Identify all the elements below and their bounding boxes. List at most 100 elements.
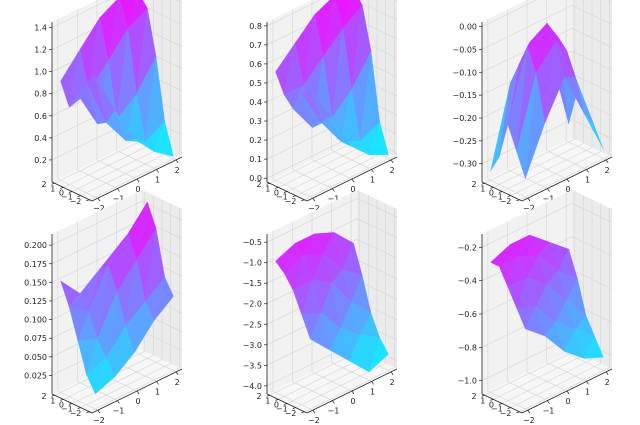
grid-line <box>501 147 593 192</box>
y-tick-label: 1 <box>265 396 270 405</box>
grid-line <box>269 138 360 184</box>
x-tick <box>136 390 140 395</box>
y-tick <box>68 403 73 405</box>
surface-facet <box>153 277 174 321</box>
grid-line <box>481 119 613 164</box>
x-tick <box>586 381 589 385</box>
surface-facet <box>583 336 604 359</box>
x-tick <box>156 381 159 385</box>
y-tick <box>490 187 494 189</box>
z-tick-label: −0.25 <box>452 137 477 146</box>
z-tick-label: 0.00 <box>459 23 477 32</box>
z-tick-label: 0.0 <box>249 174 262 183</box>
grid-line <box>266 0 398 27</box>
y-tick-label: 0 <box>489 189 494 198</box>
grid-line <box>510 363 601 408</box>
grid-line <box>481 27 613 73</box>
z-tick-label: −0.5 <box>243 238 262 247</box>
y-tick-label: −2 <box>70 197 82 206</box>
surface-facet <box>114 325 135 378</box>
surface <box>60 0 174 157</box>
surface-facet <box>329 116 350 146</box>
y-tick-label: 0 <box>59 189 64 198</box>
x-tick <box>175 371 179 376</box>
y-tick <box>292 195 296 197</box>
x-tick <box>390 159 394 164</box>
x-tick <box>351 178 355 183</box>
z-tick-label: −0.20 <box>452 114 477 123</box>
x-tick <box>390 371 394 376</box>
grid-line <box>484 350 575 396</box>
y-tick <box>507 195 511 197</box>
x-tick <box>175 159 179 164</box>
y-tick <box>77 195 81 197</box>
y-tick <box>266 394 270 397</box>
x-tick-label: −2 <box>523 416 535 425</box>
x-tick <box>605 159 609 164</box>
x-tick-label: 1 <box>155 175 160 184</box>
y-tick-label: 1 <box>480 184 485 193</box>
z-tick-label: 0.025 <box>24 371 47 380</box>
grid-line <box>481 5 613 50</box>
y-tick <box>516 411 520 414</box>
z-tick-label: −4.0 <box>243 382 262 391</box>
x-tick-label: 0 <box>135 397 140 406</box>
z-tick-label: 0.150 <box>24 278 47 287</box>
x-tick-label: −1 <box>113 195 125 204</box>
x-tick-label: 1 <box>585 387 590 396</box>
z-tick-label: 0.3 <box>249 117 262 126</box>
y-tick <box>283 191 288 193</box>
grid-line <box>304 155 395 201</box>
y-tick <box>481 182 485 185</box>
x-tick-label: 0 <box>350 397 355 406</box>
x-tick-label: 2 <box>605 166 610 175</box>
x-tick-label: −2 <box>93 204 105 213</box>
grid-line <box>295 363 386 408</box>
x-tick <box>97 409 101 414</box>
z-tick-label: 0.075 <box>24 334 47 343</box>
x-tick-label: −1 <box>328 407 340 416</box>
y-tick-label: 2 <box>257 392 262 401</box>
y-tick <box>301 411 305 414</box>
z-tick-label: 0.5 <box>249 79 262 88</box>
grid-line <box>295 151 386 196</box>
surface-facet <box>583 113 604 150</box>
z-tick-label: 0.7 <box>249 41 262 50</box>
y-tick-label: 2 <box>472 392 477 401</box>
z-tick-label: 0.8 <box>249 22 262 31</box>
z-tick-label: 1.0 <box>34 68 47 77</box>
x-tick-label: 0 <box>350 185 355 194</box>
z-tick-label: 0.6 <box>34 112 47 121</box>
y-tick-label: −2 <box>500 409 512 418</box>
grid-line <box>286 147 378 192</box>
y-tick-label: 1 <box>50 396 55 405</box>
surface-facet <box>95 75 115 123</box>
surface-facet <box>134 301 155 353</box>
y-tick <box>498 191 503 193</box>
y-tick <box>275 187 279 189</box>
x-tick-label: 2 <box>175 166 180 175</box>
subplot-2: −2−1012−2−10120.00.10.20.30.40.50.60.70.… <box>249 0 398 213</box>
grid-line <box>54 138 145 184</box>
z-tick-label: 0.1 <box>249 155 262 164</box>
grid-line <box>481 0 613 27</box>
x-tick <box>566 390 570 395</box>
y-tick <box>60 187 64 189</box>
surface-facet <box>525 73 545 179</box>
surface-facet <box>525 306 545 337</box>
y-tick-label: −2 <box>285 197 297 206</box>
grid-line <box>510 151 601 196</box>
y-tick <box>498 403 503 405</box>
surface-facet <box>368 121 389 156</box>
z-tick-label: 0.200 <box>24 241 47 250</box>
x-tick <box>566 178 570 183</box>
z-tick-label: 0.2 <box>34 156 47 165</box>
x-tick-label: 0 <box>565 397 570 406</box>
grid-line <box>71 147 163 192</box>
y-tick <box>507 407 511 409</box>
z-tick-label: 0.2 <box>249 136 262 145</box>
surface <box>490 23 604 179</box>
grid-line <box>519 155 610 201</box>
x-tick <box>527 197 531 202</box>
